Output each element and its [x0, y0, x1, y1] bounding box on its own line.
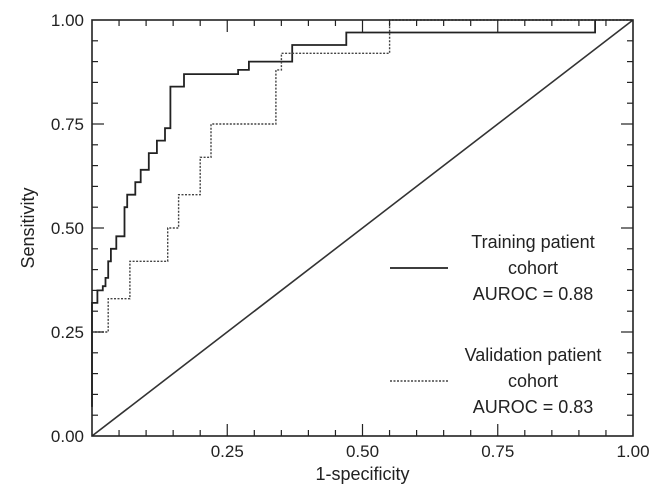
y-tick-label: 0.25 — [51, 323, 84, 342]
legend-label: AUROC = 0.88 — [473, 284, 594, 304]
legend-label: cohort — [508, 258, 558, 278]
x-tick-label: 1.00 — [616, 442, 649, 461]
x-tick-label: 0.75 — [481, 442, 514, 461]
series-line-training — [91, 20, 596, 407]
x-tick-label: 0.25 — [211, 442, 244, 461]
legend-label: AUROC = 0.83 — [473, 397, 594, 417]
y-tick-label: 0.75 — [51, 115, 84, 134]
legend-label: Training patient — [471, 232, 594, 252]
x-axis-label: 1-specificity — [315, 464, 409, 484]
x-tick-label: 0.50 — [346, 442, 379, 461]
y-axis-label: Sensitivity — [18, 187, 38, 268]
reference-diagonal-line — [91, 19, 634, 437]
legend-label: Validation patient — [465, 345, 602, 365]
y-tick-label: 0.50 — [51, 219, 84, 238]
legend-label: cohort — [508, 371, 558, 391]
series-line-validation — [91, 19, 633, 403]
y-tick-label: 0.00 — [51, 427, 84, 446]
y-tick-label: 1.00 — [51, 11, 84, 30]
